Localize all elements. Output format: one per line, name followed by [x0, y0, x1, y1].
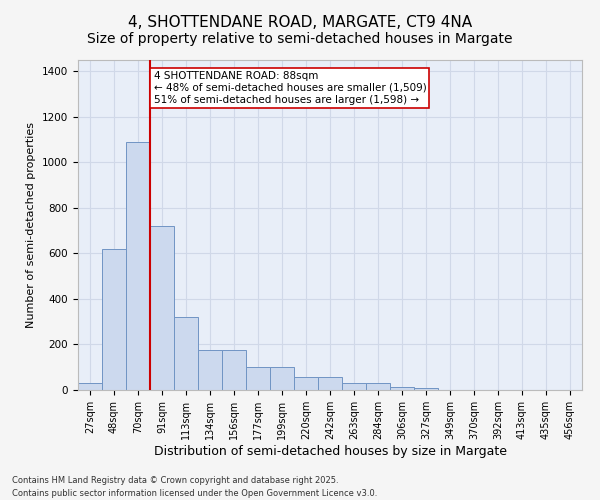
Text: 4 SHOTTENDANE ROAD: 88sqm
← 48% of semi-detached houses are smaller (1,509)
51% : 4 SHOTTENDANE ROAD: 88sqm ← 48% of semi-… — [154, 72, 427, 104]
Bar — [78, 383, 102, 390]
Bar — [390, 386, 414, 390]
Y-axis label: Number of semi-detached properties: Number of semi-detached properties — [26, 122, 37, 328]
Bar — [366, 383, 390, 390]
Bar — [198, 350, 222, 390]
X-axis label: Distribution of semi-detached houses by size in Margate: Distribution of semi-detached houses by … — [154, 444, 506, 458]
Bar — [174, 317, 198, 390]
Bar — [318, 378, 342, 390]
Bar — [246, 367, 270, 390]
Bar — [414, 388, 438, 390]
Bar — [294, 378, 318, 390]
Bar — [270, 367, 294, 390]
Text: Contains HM Land Registry data © Crown copyright and database right 2025.
Contai: Contains HM Land Registry data © Crown c… — [12, 476, 377, 498]
Text: 4, SHOTTENDANE ROAD, MARGATE, CT9 4NA: 4, SHOTTENDANE ROAD, MARGATE, CT9 4NA — [128, 15, 472, 30]
Bar — [126, 142, 150, 390]
Bar — [150, 226, 174, 390]
Bar — [342, 383, 366, 390]
Text: Size of property relative to semi-detached houses in Margate: Size of property relative to semi-detach… — [87, 32, 513, 46]
Bar — [222, 350, 246, 390]
Bar — [102, 249, 126, 390]
